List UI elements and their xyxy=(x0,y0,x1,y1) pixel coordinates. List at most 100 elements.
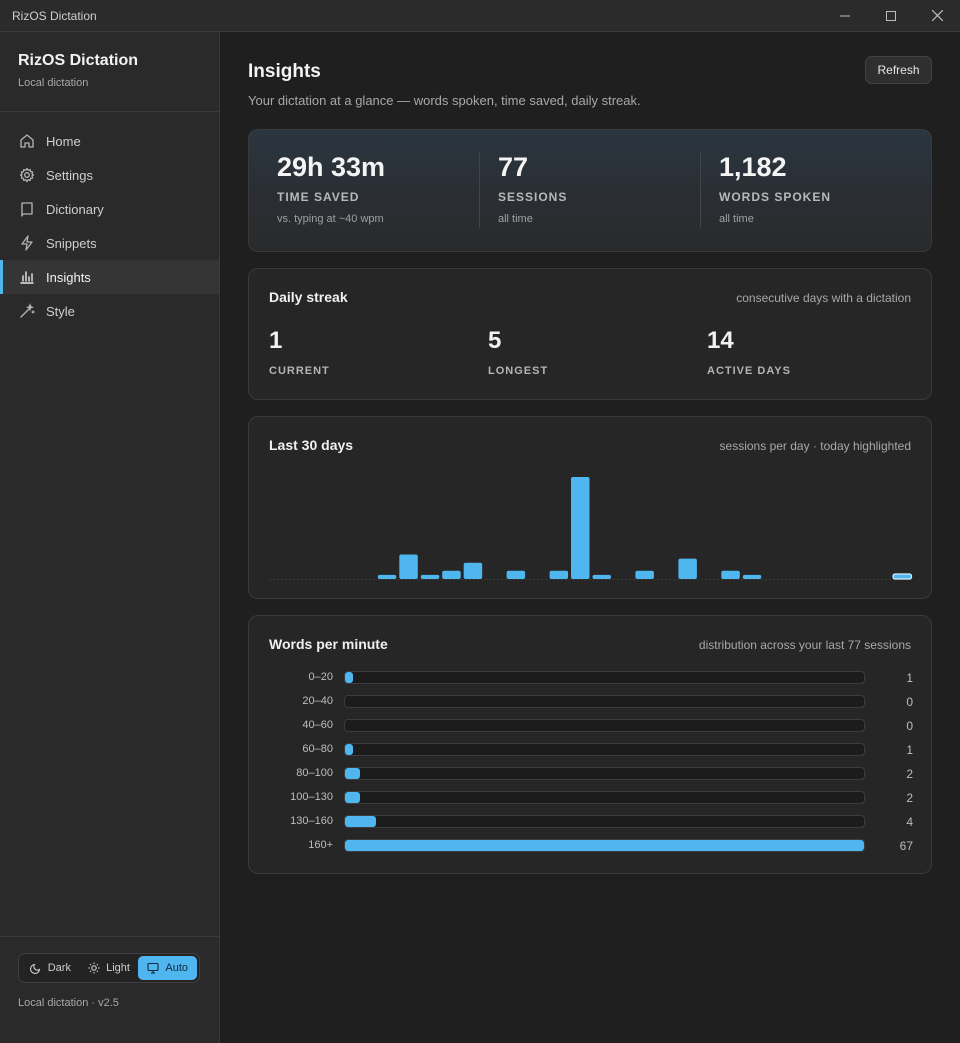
maximize-button[interactable] xyxy=(868,0,914,32)
day-bar xyxy=(678,558,697,579)
longest-streak-stat: 5 LONGEST xyxy=(488,327,548,377)
sidebar-footer: Dark Light Auto Local dictation · v2.5 xyxy=(0,936,220,1009)
theme-auto-option[interactable]: Auto xyxy=(138,956,198,980)
sessions-stat: 77 SESSIONS all time xyxy=(498,152,567,225)
wand-icon xyxy=(19,303,35,319)
gear-icon xyxy=(19,167,35,183)
book-icon xyxy=(19,201,35,217)
wpm-row: 20–40 0 xyxy=(269,695,913,709)
day-bar xyxy=(506,570,526,579)
divider xyxy=(479,152,480,228)
wpm-row: 0–20 1 xyxy=(269,671,913,685)
last-30-days-card: Last 30 days sessions per day · today hi… xyxy=(248,416,932,599)
last-30-days-hint: sessions per day · today highlighted xyxy=(719,439,911,453)
wpm-bar xyxy=(345,792,361,803)
day-bar xyxy=(635,570,654,579)
wpm-count: 2 xyxy=(906,791,913,805)
minimize-button[interactable] xyxy=(822,0,868,32)
wpm-hint: distribution across your last 77 session… xyxy=(698,638,911,652)
sidebar-item-home[interactable]: Home xyxy=(0,124,219,158)
wpm-row: 160+ 67 xyxy=(269,839,913,853)
active-days-stat: 14 ACTIVE DAYS xyxy=(707,327,791,377)
lightning-icon xyxy=(19,235,35,251)
day-bar xyxy=(742,574,762,579)
monitor-icon xyxy=(147,962,159,974)
day-bar xyxy=(377,574,397,579)
wpm-range-label: 0–20 xyxy=(308,671,333,683)
brand-subtitle: Local dictation xyxy=(18,77,89,89)
active-days-value: 14 xyxy=(707,327,734,354)
theme-toggle: Dark Light Auto xyxy=(18,953,200,983)
current-streak-value: 1 xyxy=(269,327,283,354)
close-button[interactable] xyxy=(914,0,960,32)
longest-streak-value: 5 xyxy=(488,327,502,354)
wpm-bar xyxy=(345,744,353,755)
words-value: 1,182 xyxy=(719,152,787,182)
sidebar-item-label: Home xyxy=(46,133,81,149)
wpm-range-label: 160+ xyxy=(308,839,333,851)
wpm-range-label: 100–130 xyxy=(290,791,333,803)
sidebar-item-style[interactable]: Style xyxy=(0,294,219,328)
wpm-count: 1 xyxy=(906,743,913,757)
day-bar xyxy=(463,562,483,579)
active-days-label: ACTIVE DAYS xyxy=(707,365,791,377)
streak-card: Daily streak consecutive days with a dic… xyxy=(248,268,932,400)
sidebar-item-insights[interactable]: Insights xyxy=(0,260,219,294)
title-bar: RizOS Dictation xyxy=(0,0,960,32)
sidebar-item-label: Dictionary xyxy=(46,201,104,217)
streak-hint: consecutive days with a dictation xyxy=(736,291,911,305)
wpm-range-label: 130–160 xyxy=(290,815,333,827)
theme-light-option[interactable]: Light xyxy=(80,956,139,980)
theme-dark-label: Dark xyxy=(47,962,71,974)
time-saved-value: 29h 33m xyxy=(277,152,386,182)
sidebar-item-settings[interactable]: Settings xyxy=(0,158,219,192)
wpm-row: 60–80 1 xyxy=(269,743,913,757)
day-bar xyxy=(442,570,461,579)
wpm-row: 80–100 2 xyxy=(269,767,913,781)
theme-dark-option[interactable]: Dark xyxy=(21,956,80,980)
words-label: WORDS SPOKEN xyxy=(719,190,832,204)
wpm-row: 40–60 0 xyxy=(269,719,913,733)
sessions-label: SESSIONS xyxy=(498,190,568,204)
wpm-bar-track xyxy=(344,695,865,708)
sessions-note: all time xyxy=(498,213,533,225)
wpm-bar-track xyxy=(344,839,865,852)
sidebar-item-dictionary[interactable]: Dictionary xyxy=(0,192,219,226)
today-bar xyxy=(892,573,913,580)
current-streak-stat: 1 CURRENT xyxy=(269,327,330,377)
sun-icon xyxy=(88,962,100,974)
day-bar xyxy=(420,574,440,579)
wpm-count: 2 xyxy=(906,767,913,781)
day-bar xyxy=(721,570,740,579)
wpm-count: 4 xyxy=(906,815,913,829)
sidebar-item-snippets[interactable]: Snippets xyxy=(0,226,219,260)
wpm-bar-track xyxy=(344,743,865,756)
theme-light-label: Light xyxy=(106,962,130,974)
moon-icon xyxy=(29,963,40,974)
words-note: all time xyxy=(719,213,754,225)
wpm-row: 100–130 2 xyxy=(269,791,913,805)
wpm-range-label: 80–100 xyxy=(296,767,333,779)
wpm-count: 0 xyxy=(906,719,913,733)
time-saved-stat: 29h 33m TIME SAVED vs. typing at ~40 wpm xyxy=(277,152,385,225)
wpm-bar xyxy=(345,672,353,683)
main-content: Insights Your dictation at a glance — wo… xyxy=(221,32,960,1043)
window-title: RizOS Dictation xyxy=(12,8,97,23)
sidebar-item-label: Settings xyxy=(46,167,93,183)
minimize-icon xyxy=(840,15,850,16)
page-subtitle: Your dictation at a glance — words spoke… xyxy=(248,93,641,108)
words-stat: 1,182 WORDS SPOKEN all time xyxy=(719,152,831,225)
time-saved-note: vs. typing at ~40 wpm xyxy=(277,213,384,225)
sidebar-nav: Home Settings Dictionary Snippets Insigh… xyxy=(0,112,219,328)
wpm-title: Words per minute xyxy=(269,636,388,652)
wpm-range-label: 60–80 xyxy=(302,743,333,755)
current-streak-label: CURRENT xyxy=(269,365,330,377)
refresh-button[interactable]: Refresh xyxy=(865,56,932,84)
wpm-bar-track xyxy=(344,719,865,732)
wpm-bar-track xyxy=(344,671,865,684)
version-text: Local dictation · v2.5 xyxy=(18,997,119,1009)
streak-title: Daily streak xyxy=(269,289,348,305)
wpm-bar-track xyxy=(344,815,865,828)
wpm-card: Words per minute distribution across you… xyxy=(248,615,932,874)
day-bar xyxy=(399,554,418,579)
